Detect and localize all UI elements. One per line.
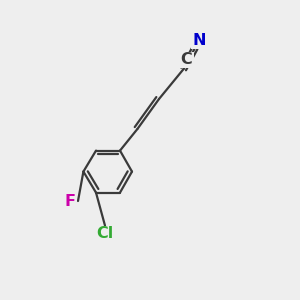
Text: C: C [180,52,192,68]
Text: F: F [65,194,76,208]
FancyBboxPatch shape [191,32,208,49]
FancyBboxPatch shape [95,226,116,242]
Text: N: N [193,33,206,48]
FancyBboxPatch shape [64,193,77,209]
Text: Cl: Cl [96,226,114,242]
FancyBboxPatch shape [178,52,194,68]
